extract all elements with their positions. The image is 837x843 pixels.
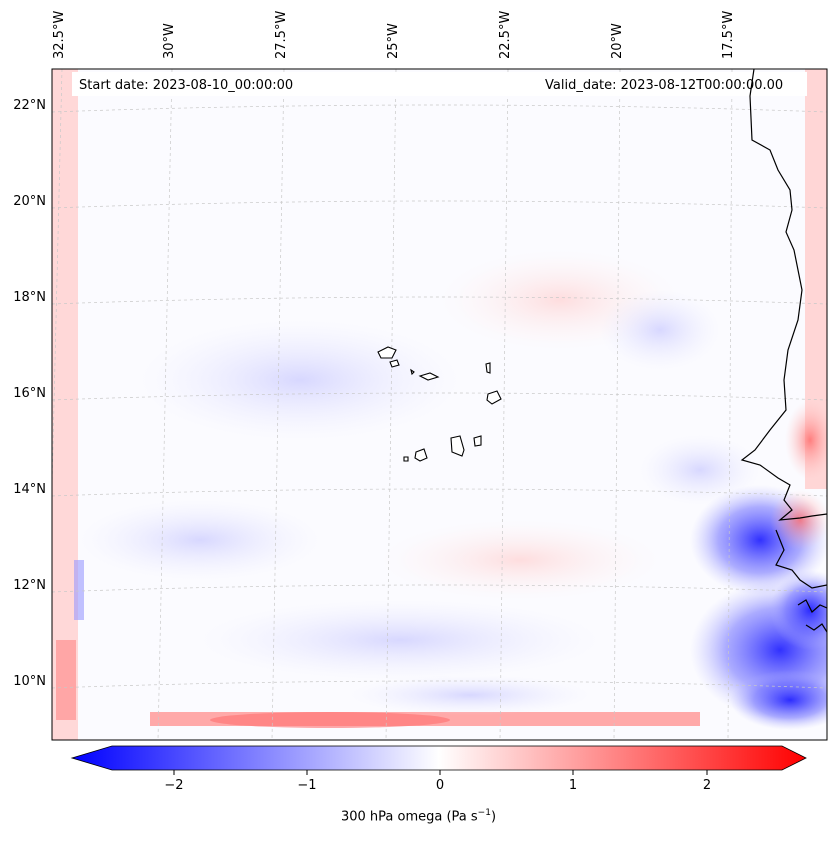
- lon-label: 32.5°W: [52, 10, 67, 59]
- lon-label: 22.5°W: [498, 10, 513, 59]
- lat-label: 22°N: [13, 98, 46, 113]
- lat-label: 10°N: [13, 674, 46, 689]
- colorbar-tick-label: −2: [164, 778, 184, 793]
- lat-label: 14°N: [13, 482, 46, 497]
- colorbar-tick-label: 1: [568, 778, 578, 793]
- colorbar-tick-label: 2: [702, 778, 712, 793]
- lon-label: 30°W: [162, 23, 177, 59]
- lon-label: 25°W: [386, 23, 401, 59]
- valid-date-label: Valid_date: 2023-08-12T00:00:00.00: [545, 78, 784, 93]
- colorbar-label: 300 hPa omega (Pa s−1): [340, 808, 497, 825]
- lon-label: 20°W: [610, 23, 625, 59]
- lon-label: 17.5°W: [721, 10, 736, 59]
- colorbar-tick-label: −1: [297, 778, 317, 793]
- colorbar: [70, 745, 807, 775]
- colorbar-tick-label: 0: [435, 778, 445, 793]
- cape-verde-islands: [377, 346, 502, 462]
- gridlines: [52, 69, 827, 740]
- lon-label: 27.5°W: [274, 10, 289, 59]
- lat-label: 12°N: [13, 578, 46, 593]
- start-date-label: Start date: 2023-08-10_00:00:00: [79, 78, 294, 93]
- omega-field: [52, 69, 827, 740]
- lat-label: 16°N: [13, 386, 46, 401]
- lat-label: 20°N: [13, 194, 46, 209]
- lat-label: 18°N: [13, 290, 46, 305]
- map-frame: [51, 68, 828, 741]
- coastline: [740, 69, 827, 633]
